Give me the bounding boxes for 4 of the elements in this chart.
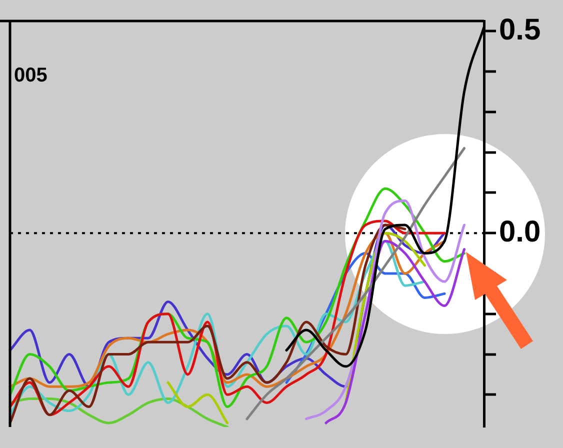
annotation: 005 — [14, 64, 48, 87]
y-tick-label: 0.5 — [499, 13, 541, 46]
y-tick-label: 0.0 — [499, 215, 541, 248]
line-series — [246, 147, 466, 420]
